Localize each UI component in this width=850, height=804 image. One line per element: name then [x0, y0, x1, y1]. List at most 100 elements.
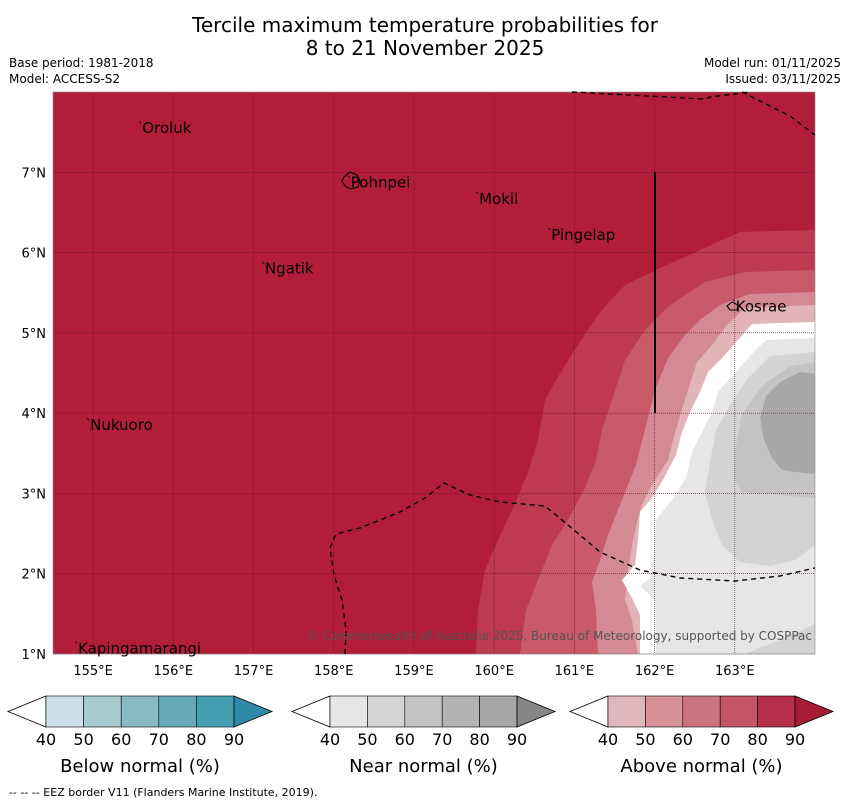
legend-swatch	[719, 695, 758, 728]
place-marker	[261, 261, 265, 264]
legend-swatch	[120, 695, 160, 728]
legend-tick: 80	[186, 730, 206, 749]
y-tick-label: 7°N	[22, 166, 47, 181]
eez-border-northeast	[741, 91, 816, 136]
base-period: Base period: 1981-2018	[9, 56, 154, 70]
place-label-oroluk: Oroluk	[142, 119, 191, 137]
legend-swatch	[757, 695, 796, 728]
place-label-pingelap: Pingelap	[551, 226, 615, 244]
y-tick-label: 2°N	[22, 568, 47, 583]
legend-caption: Above normal (%)	[620, 756, 782, 777]
legend-swatch	[83, 695, 122, 728]
legend-tick: 90	[507, 730, 527, 749]
legend-tick: 70	[710, 730, 730, 749]
meta-right: Model run: 01/11/2025 Issued: 03/11/2025	[704, 55, 841, 87]
legend-tick: 60	[395, 730, 415, 749]
legend-swatch	[479, 695, 518, 728]
legend-tick: 60	[111, 730, 131, 749]
legend-under-triangle	[568, 695, 609, 728]
x-tick-label: 163°E	[715, 664, 755, 679]
y-tick-label: 1°N	[22, 648, 47, 663]
place-marker	[732, 299, 736, 302]
title-line-2: 8 to 21 November 2025	[305, 36, 545, 60]
legend-tick: 90	[224, 730, 244, 749]
near-80-region	[760, 372, 815, 474]
kosrae-island	[726, 301, 739, 311]
legend-tick: 70	[149, 730, 169, 749]
x-tick-label: 158°E	[314, 664, 354, 679]
island-outlines	[341, 171, 739, 311]
legend-tick: 90	[785, 730, 805, 749]
legend-over-triangle	[794, 695, 835, 728]
eez-borders	[329, 91, 816, 655]
meta-left: Base period: 1981-2018 Model: ACCESS-S2	[9, 55, 154, 87]
x-tick-label: 161°E	[555, 664, 595, 679]
legend-1: 40 50 60 70 80 90 Near normal (%)	[290, 695, 557, 777]
x-tick-label: 156°E	[154, 664, 194, 679]
legend-swatch	[45, 695, 84, 728]
legend-caption: Near normal (%)	[349, 756, 498, 777]
legend-swatch	[682, 695, 721, 728]
axis-ticks: 155°E 156°E 157°E 158°E 159°E 160°E 161°E 162°E…	[22, 166, 755, 679]
legend-swatch	[196, 695, 235, 728]
legend-tick: 40	[36, 730, 56, 749]
legend-swatch	[367, 695, 406, 728]
place-label-mokil: Mokil	[479, 190, 518, 208]
y-tick-label: 4°N	[22, 407, 47, 422]
eez-footnote: -- -- -- EEZ border V11 (Flanders Marine…	[9, 786, 318, 799]
place-label-pohnpei: Pohnpei	[351, 174, 411, 192]
pohnpei-island	[341, 171, 361, 190]
graticule	[52, 91, 816, 655]
issued-date: Issued: 03/11/2025	[725, 72, 841, 86]
legend-tick: 80	[747, 730, 767, 749]
place-marker	[548, 227, 551, 231]
legend-swatch	[607, 695, 646, 728]
legend-swatch	[645, 695, 684, 728]
legend-caption: Below normal (%)	[60, 756, 220, 777]
eez-border-north	[571, 91, 751, 100]
legend-tick: 40	[598, 730, 618, 749]
x-tick-label: 162°E	[635, 664, 675, 679]
place-label-nukuoro: Nukuoro	[90, 416, 153, 434]
eez-border-south	[329, 482, 816, 655]
model-run: Model run: 01/11/2025	[703, 56, 841, 70]
legend-tick: 40	[320, 730, 340, 749]
place-marker	[86, 417, 90, 421]
place-label-kapingamarangi: Kapingamarangi	[78, 639, 201, 657]
chart-title: Tercile maximum temperature probabilitie…	[0, 14, 850, 60]
legend-tick: 50	[73, 730, 93, 749]
legend-swatch	[441, 695, 480, 728]
legend-tick: 50	[635, 730, 655, 749]
x-tick-label: 159°E	[394, 664, 434, 679]
legend-tick: 50	[357, 730, 377, 749]
place-marker	[475, 191, 479, 195]
legend-tick: 70	[432, 730, 452, 749]
y-tick-label: 6°N	[22, 247, 47, 262]
model-name: Model: ACCESS-S2	[9, 72, 121, 86]
legend-tick: 80	[469, 730, 489, 749]
legend-under-triangle	[6, 695, 47, 728]
place-labels: Oroluk Pohnpei Mokil Pingelap Ngatik Kosrae Nu…	[74, 119, 786, 657]
legend-tick: 60	[673, 730, 693, 749]
x-tick-label: 160°E	[474, 664, 514, 679]
legend-under-triangle	[290, 695, 331, 728]
legend-swatch	[404, 695, 443, 728]
x-tick-label: 157°E	[234, 664, 274, 679]
near-60-lower-region	[745, 624, 815, 654]
copyright-notice: © Commonwealth of Australia 2025, Bureau…	[307, 629, 812, 643]
place-marker	[347, 175, 351, 179]
title-line-1: Tercile maximum temperature probabilitie…	[192, 13, 658, 37]
y-tick-label: 5°N	[22, 327, 47, 342]
probability-field	[53, 92, 815, 654]
map-frame	[52, 91, 816, 655]
y-tick-label: 3°N	[22, 487, 47, 502]
legend-over-triangle	[516, 695, 557, 728]
place-marker	[74, 641, 78, 644]
legend-swatch	[158, 695, 197, 728]
legend-over-triangle	[233, 695, 274, 728]
legend-swatch	[329, 695, 368, 728]
